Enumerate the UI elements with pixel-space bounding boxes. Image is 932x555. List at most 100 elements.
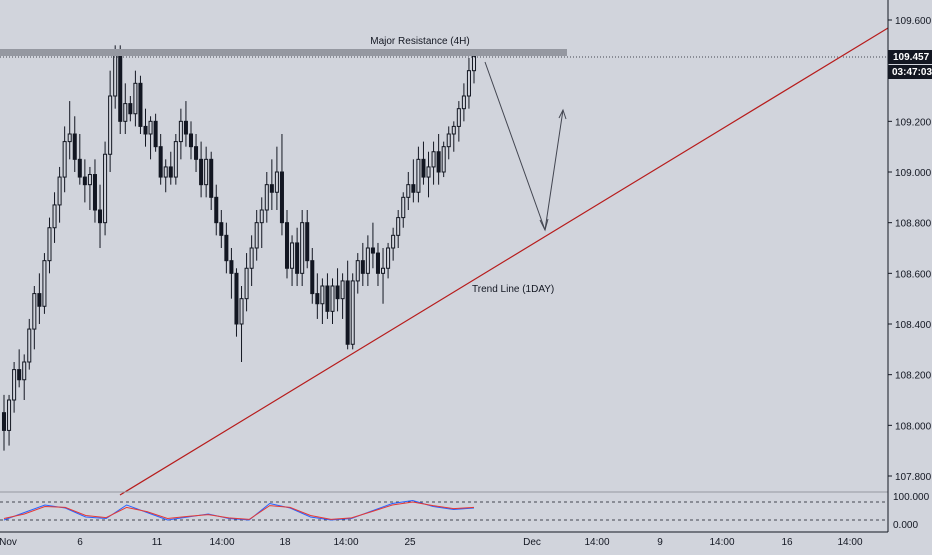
candle-body[interactable] bbox=[340, 280, 345, 300]
candle-body[interactable] bbox=[214, 196, 219, 224]
candle-body[interactable] bbox=[168, 166, 173, 178]
candle-body[interactable] bbox=[52, 204, 57, 229]
candle-body[interactable] bbox=[62, 141, 67, 178]
candle-body[interactable] bbox=[284, 222, 290, 269]
candle-body[interactable] bbox=[128, 103, 133, 115]
candle-body[interactable] bbox=[254, 222, 259, 249]
candle-body[interactable] bbox=[12, 369, 17, 401]
candle-body[interactable] bbox=[456, 108, 461, 127]
candle-body[interactable] bbox=[229, 260, 234, 274]
candle-body[interactable] bbox=[27, 328, 32, 363]
candle-body[interactable] bbox=[92, 174, 97, 211]
candle-body[interactable] bbox=[22, 361, 27, 381]
candle-body[interactable] bbox=[370, 247, 375, 254]
candle-body[interactable] bbox=[350, 280, 355, 345]
candle-body[interactable] bbox=[295, 242, 300, 274]
candle-body[interactable] bbox=[310, 260, 315, 295]
candle-body[interactable] bbox=[143, 125, 148, 135]
candle-body[interactable] bbox=[82, 176, 87, 186]
candle-body[interactable] bbox=[305, 222, 310, 262]
candle-body[interactable] bbox=[188, 133, 194, 148]
candle-body[interactable] bbox=[471, 55, 477, 72]
candle-body[interactable] bbox=[406, 184, 411, 198]
candle-body[interactable] bbox=[173, 141, 178, 178]
candle-body[interactable] bbox=[194, 146, 199, 160]
candle-body[interactable] bbox=[330, 285, 335, 312]
candle-body[interactable] bbox=[274, 171, 279, 193]
candle-body[interactable] bbox=[451, 125, 456, 135]
candle-body[interactable] bbox=[441, 146, 446, 173]
candle-body[interactable] bbox=[163, 166, 168, 178]
candle-body[interactable] bbox=[158, 146, 163, 178]
candle-body[interactable] bbox=[431, 151, 436, 168]
candle-body[interactable] bbox=[335, 285, 340, 300]
candle-body[interactable] bbox=[47, 227, 52, 262]
candle-body[interactable] bbox=[315, 293, 320, 305]
candle-body[interactable] bbox=[153, 120, 158, 148]
candle-body[interactable] bbox=[325, 285, 330, 312]
candle-body[interactable] bbox=[123, 103, 128, 122]
candle-body[interactable] bbox=[279, 171, 284, 224]
candle-body[interactable] bbox=[219, 222, 224, 236]
candle-body[interactable] bbox=[148, 120, 153, 135]
candle-body[interactable] bbox=[178, 120, 183, 143]
candle-body[interactable] bbox=[98, 209, 103, 224]
candle-body[interactable] bbox=[209, 158, 214, 198]
candle-body[interactable] bbox=[466, 70, 471, 97]
candle-body[interactable] bbox=[391, 234, 396, 249]
candle-body[interactable] bbox=[411, 184, 416, 193]
candle-body[interactable] bbox=[17, 369, 22, 381]
candle-body[interactable] bbox=[72, 133, 77, 160]
candle-body[interactable] bbox=[183, 120, 188, 135]
candle-body[interactable] bbox=[138, 82, 143, 127]
candle-body[interactable] bbox=[199, 158, 204, 186]
candle-body[interactable] bbox=[360, 260, 365, 274]
candle-body[interactable] bbox=[365, 247, 370, 274]
candle-body[interactable] bbox=[7, 399, 12, 431]
candle-body[interactable] bbox=[416, 158, 421, 193]
candle-body[interactable] bbox=[118, 52, 123, 122]
candle-body[interactable] bbox=[396, 217, 401, 236]
candle-body[interactable] bbox=[224, 234, 229, 262]
candle-body[interactable] bbox=[249, 247, 254, 269]
candle-body[interactable] bbox=[264, 184, 269, 211]
candle-body[interactable] bbox=[401, 196, 406, 219]
candle-body[interactable] bbox=[133, 82, 138, 115]
candle-body[interactable] bbox=[375, 252, 380, 274]
candle-body[interactable] bbox=[355, 260, 360, 282]
candle-body[interactable] bbox=[345, 280, 350, 345]
time-axis[interactable] bbox=[0, 532, 932, 550]
candle-body[interactable] bbox=[57, 176, 62, 206]
candle-body[interactable] bbox=[77, 158, 82, 178]
candle-body[interactable] bbox=[1, 412, 7, 431]
candle-body[interactable] bbox=[67, 133, 72, 143]
candle-body[interactable] bbox=[259, 209, 264, 224]
candle-body[interactable] bbox=[108, 95, 113, 155]
candle-body[interactable] bbox=[37, 293, 42, 307]
candle-body[interactable] bbox=[426, 166, 431, 178]
current-price-tag[interactable] bbox=[888, 50, 932, 64]
candle-body[interactable] bbox=[300, 222, 305, 274]
candle-body[interactable] bbox=[87, 174, 92, 186]
candle-body[interactable] bbox=[234, 272, 239, 325]
candle-body[interactable] bbox=[42, 260, 47, 307]
candle-body[interactable] bbox=[269, 184, 274, 193]
candle-body[interactable] bbox=[446, 133, 451, 148]
candle-body[interactable] bbox=[461, 95, 466, 110]
candle-body[interactable] bbox=[204, 158, 209, 186]
resistance-zone[interactable] bbox=[0, 49, 567, 56]
candle-body[interactable] bbox=[32, 293, 37, 330]
candle-body[interactable] bbox=[436, 151, 441, 173]
candle-body[interactable] bbox=[290, 242, 295, 269]
candle-body[interactable] bbox=[386, 247, 391, 269]
trend-line[interactable] bbox=[119, 27, 889, 496]
candle-body[interactable] bbox=[239, 298, 244, 325]
candle-body[interactable] bbox=[381, 267, 386, 274]
candle-body[interactable] bbox=[320, 285, 325, 305]
price-axis[interactable] bbox=[888, 0, 932, 532]
candle-body[interactable] bbox=[421, 158, 426, 178]
candle-body[interactable] bbox=[103, 153, 108, 224]
candle-body[interactable] bbox=[113, 52, 118, 97]
candle-body[interactable] bbox=[244, 267, 249, 300]
